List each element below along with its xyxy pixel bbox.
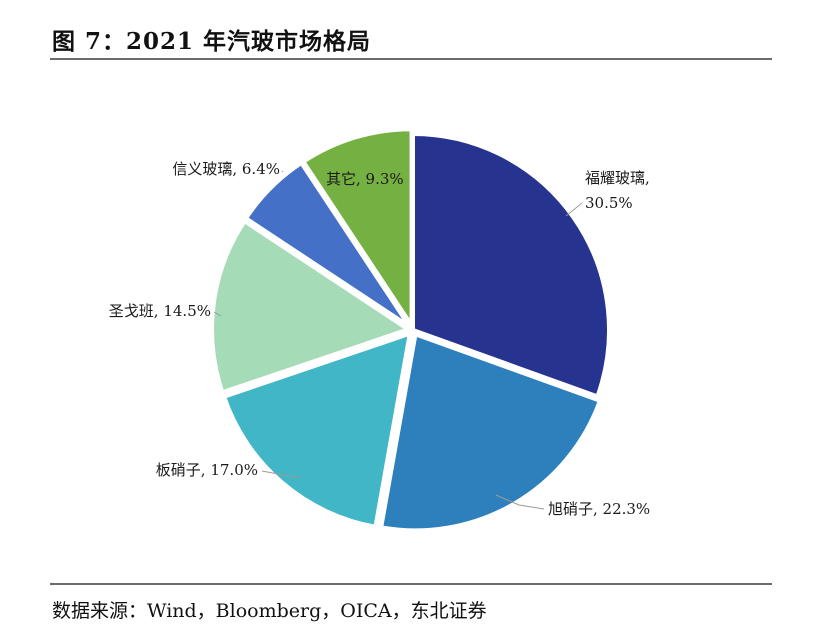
leader-line-4	[213, 311, 222, 317]
leader-line-5	[281, 170, 284, 173]
slice-label-2: 旭硝子, 22.3%	[548, 500, 650, 518]
slice-label-3: 板硝子, 17.0%	[156, 461, 258, 479]
leader-line-2	[495, 494, 545, 510]
bottom-rule	[50, 583, 772, 585]
slice-label-4: 圣戈班, 14.5%	[109, 302, 211, 320]
slice-labels: 福耀玻璃, 30.5% 旭硝子, 22.3% 板硝子, 17.0% 圣戈班, 14.5%…	[109, 160, 650, 518]
source-note: 数据来源：Wind，Bloomberg，OICA，东北证券	[52, 600, 487, 622]
leader-lines	[213, 170, 583, 510]
pie-slice-1	[411, 132, 611, 399]
slice-label-6: 其它, 9.3%	[326, 170, 404, 188]
pie-slices	[210, 127, 611, 533]
leader-line-3	[261, 470, 301, 479]
pie-slice-6	[301, 127, 414, 328]
slice-label-5: 信义玻璃, 6.4%	[172, 160, 280, 178]
top-rule	[50, 58, 772, 60]
leader-line-1	[565, 202, 583, 217]
slice-label-1-value: 30.5%	[585, 194, 633, 212]
pie-slice-3	[222, 331, 412, 529]
slice-label-1: 福耀玻璃,	[585, 169, 650, 187]
pie-slice-2	[379, 332, 602, 533]
figure-title: 图 7：2021 年汽玻市场格局	[52, 28, 372, 55]
pie-slice-4	[210, 219, 411, 395]
pie-slice-5	[243, 160, 412, 329]
